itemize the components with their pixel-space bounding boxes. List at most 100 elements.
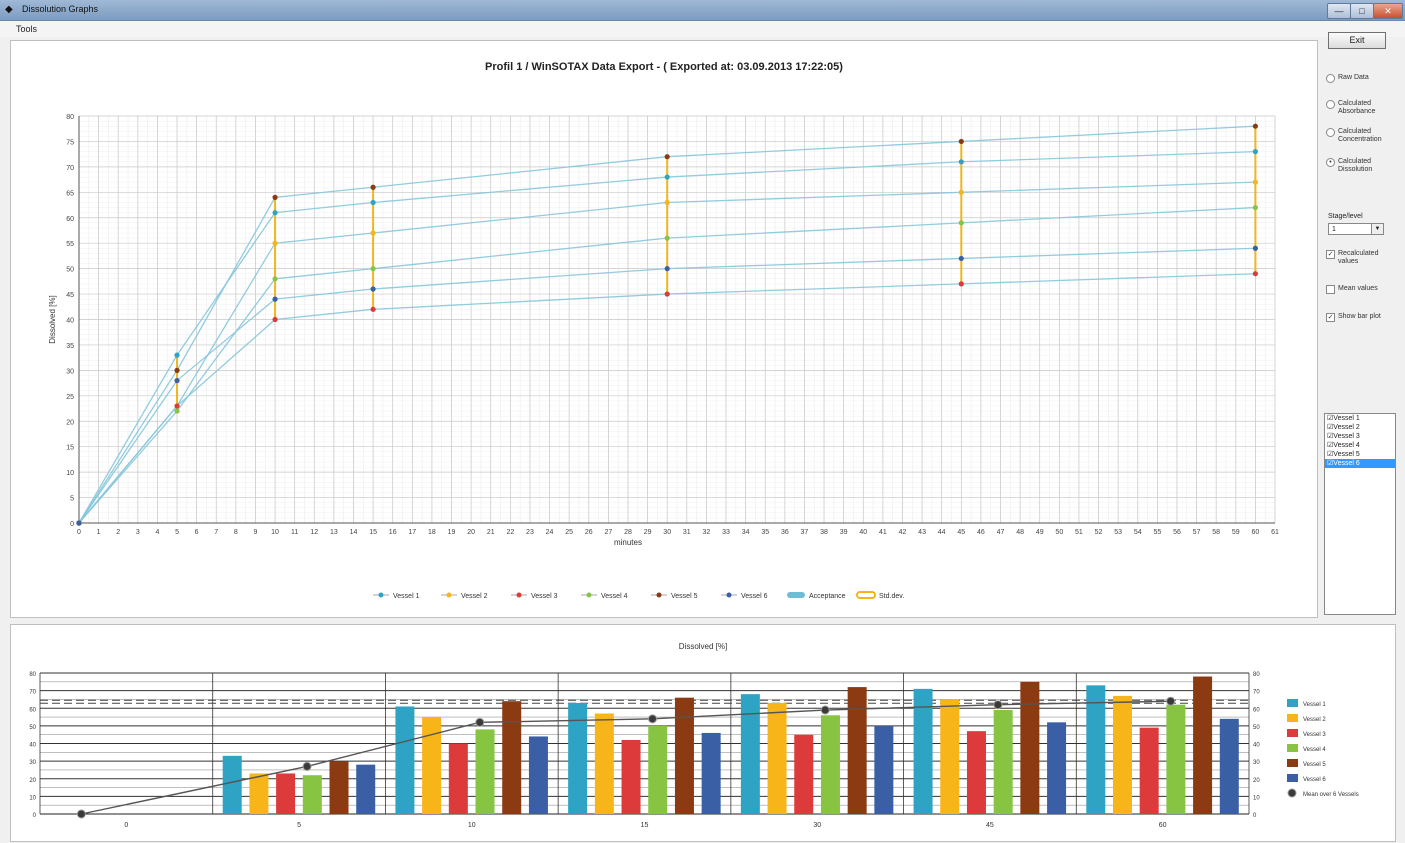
vessel-list-item[interactable]: ☑Vessel 6 xyxy=(1325,459,1395,468)
minimize-button[interactable]: — xyxy=(1327,3,1351,19)
vessel-list-label: Vessel 2 xyxy=(1333,424,1360,431)
vessel-list-item[interactable]: ☑Vessel 5 xyxy=(1325,450,1395,459)
checkbox[interactable]: ☑ xyxy=(1327,433,1334,440)
bar-vessel-1 xyxy=(568,702,588,814)
category-label: 30 xyxy=(813,822,821,829)
bar-vessel-5 xyxy=(1020,681,1040,814)
mean-marker xyxy=(76,809,86,819)
y-tick-label: 80 xyxy=(66,114,74,121)
x-tick-label: 48 xyxy=(1016,529,1024,536)
y-tick-label: 0 xyxy=(70,521,74,528)
close-button[interactable]: ✕ xyxy=(1373,3,1403,19)
bar-vessel-5 xyxy=(329,761,349,814)
menu-tools[interactable]: Tools xyxy=(16,24,38,34)
x-tick-label: 24 xyxy=(546,529,554,536)
radio-button[interactable] xyxy=(1326,100,1335,109)
legend-swatch xyxy=(1287,774,1298,782)
data-point xyxy=(664,154,670,160)
bar-vessel-2 xyxy=(249,773,269,814)
data-point xyxy=(958,281,964,287)
y2-tick-label: 70 xyxy=(1253,690,1260,696)
legend-marker xyxy=(446,592,452,598)
legend-swatch xyxy=(856,591,876,599)
line-chart-panel: Profil 1 / WinSOTAX Data Export - ( Expo… xyxy=(10,40,1318,618)
checkbox[interactable] xyxy=(1326,285,1335,294)
bar-vessel-2 xyxy=(940,699,960,814)
radio-button[interactable] xyxy=(1326,74,1335,83)
x-tick-label: 31 xyxy=(683,529,691,536)
data-point xyxy=(174,377,180,384)
vessel-list-item[interactable]: ☑Vessel 4 xyxy=(1325,441,1395,450)
category-label: 15 xyxy=(641,822,649,829)
y-tick-label: 80 xyxy=(29,672,36,678)
x-tick-label: 59 xyxy=(1232,529,1240,536)
category-label: 60 xyxy=(1159,822,1167,829)
legend-label: Vessel 5 xyxy=(671,593,698,600)
data-point xyxy=(370,230,376,236)
y-tick-label: 20 xyxy=(29,778,36,784)
data-point xyxy=(664,199,670,206)
data-point xyxy=(1252,271,1258,277)
x-tick-label: 3 xyxy=(136,529,140,536)
window-title: Dissolution Graphs xyxy=(22,4,99,14)
y2-tick-label: 10 xyxy=(1253,795,1260,801)
vessel-list-label: Vessel 4 xyxy=(1333,442,1360,449)
checkbox[interactable]: ✓ xyxy=(1326,313,1335,322)
x-tick-label: 42 xyxy=(899,529,907,536)
vessel-list[interactable]: ☑Vessel 1 ☑Vessel 2 ☑Vessel 3 ☑Vessel 4 ☑Ves… xyxy=(1324,413,1396,615)
x-tick-label: 33 xyxy=(722,529,730,536)
y-tick-label: 75 xyxy=(66,139,74,146)
legend-swatch xyxy=(1287,729,1298,737)
y-tick-label: 10 xyxy=(29,795,36,801)
vessel-list-item[interactable]: ☑Vessel 1 xyxy=(1325,414,1395,423)
bar-vessel-5 xyxy=(1193,676,1213,814)
checkbox[interactable]: ☑ xyxy=(1327,442,1334,449)
checkbox[interactable]: ☑ xyxy=(1327,451,1334,458)
x-tick-label: 25 xyxy=(565,529,573,536)
checkbox[interactable]: ✓ xyxy=(1326,250,1335,259)
x-tick-label: 37 xyxy=(801,529,809,536)
stage-level-select[interactable]: 1 ▼ xyxy=(1328,223,1384,235)
exit-button[interactable]: Exit xyxy=(1328,32,1386,49)
bar-vessel-2 xyxy=(767,702,787,814)
x-tick-label: 18 xyxy=(428,529,436,536)
data-point xyxy=(272,316,278,323)
y2-tick-label: 50 xyxy=(1253,725,1260,731)
vessel-list-item[interactable]: ☑Vessel 2 xyxy=(1325,423,1395,432)
radio-button[interactable] xyxy=(1326,128,1335,137)
y-tick-label: 40 xyxy=(66,318,74,325)
data-point xyxy=(1252,204,1258,211)
checkbox[interactable]: ☑ xyxy=(1327,415,1334,422)
category-label: 10 xyxy=(468,822,476,829)
checkbox[interactable]: ☑ xyxy=(1327,424,1334,431)
mean-marker xyxy=(302,761,312,771)
checkbox-label: Mean values xyxy=(1338,285,1378,292)
x-tick-label: 9 xyxy=(254,529,258,536)
bar-vessel-2 xyxy=(422,717,442,814)
vessel-list-item[interactable]: ☑Vessel 3 xyxy=(1325,432,1395,441)
y2-tick-label: 30 xyxy=(1253,760,1260,766)
category-label: 5 xyxy=(297,822,301,829)
x-tick-label: 15 xyxy=(369,529,377,536)
radio-button[interactable]: • xyxy=(1326,158,1335,167)
x-tick-label: 23 xyxy=(526,529,534,536)
x-tick-label: 30 xyxy=(663,529,671,536)
legend-label: Vessel 4 xyxy=(1303,747,1326,753)
chevron-down-icon[interactable]: ▼ xyxy=(1371,224,1383,234)
maximize-button[interactable]: □ xyxy=(1350,3,1374,19)
data-point xyxy=(174,408,180,414)
app-icon: ◆ xyxy=(5,4,13,15)
x-tick-label: 36 xyxy=(781,529,789,536)
legend-swatch xyxy=(1287,699,1298,707)
legend-marker xyxy=(516,592,522,598)
data-point xyxy=(370,286,376,292)
checkbox[interactable]: ☑ xyxy=(1327,460,1334,467)
y-tick-label: 60 xyxy=(29,707,36,713)
legend-marker xyxy=(1287,788,1297,798)
legend-label: Vessel 1 xyxy=(1303,702,1326,708)
line-chart-title: Profil 1 / WinSOTAX Data Export - ( Expo… xyxy=(485,61,843,73)
data-point xyxy=(664,174,670,180)
data-point xyxy=(174,367,180,373)
x-tick-label: 39 xyxy=(840,529,848,536)
